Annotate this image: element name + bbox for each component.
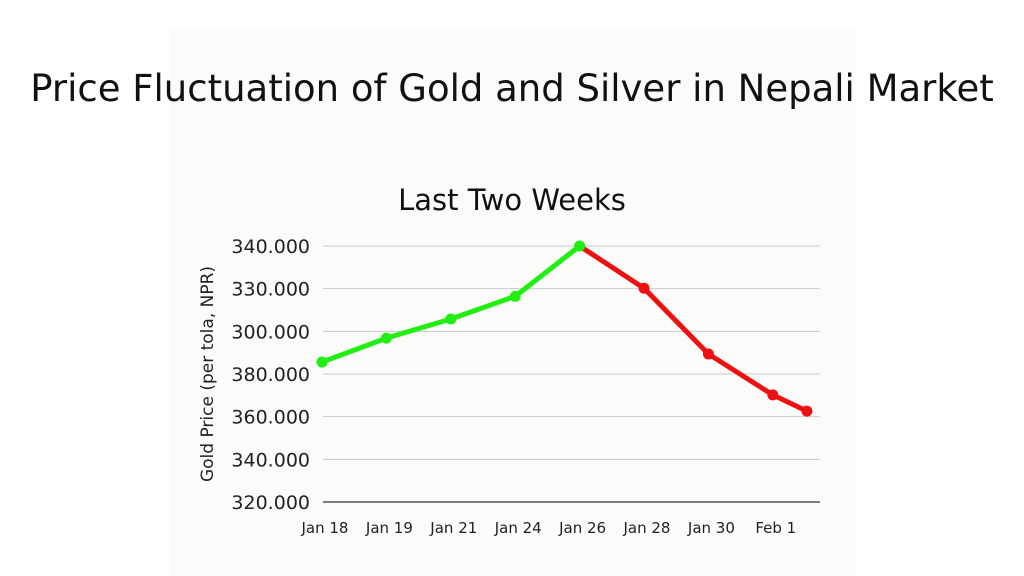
data-point bbox=[638, 282, 650, 294]
x-tick-label: Jan 28 bbox=[623, 519, 671, 537]
data-point bbox=[801, 405, 813, 417]
x-tick-label: Feb 1 bbox=[755, 519, 796, 537]
x-tick-label: Jan 24 bbox=[494, 519, 542, 537]
y-tick-label: 340.000 bbox=[231, 449, 310, 471]
y-tick-label: 320.000 bbox=[231, 492, 310, 514]
data-point bbox=[509, 290, 521, 302]
x-tick-label: Jan 19 bbox=[365, 519, 413, 537]
y-tick-label: 360.000 bbox=[231, 407, 310, 429]
series-line-falling bbox=[577, 243, 810, 414]
y-tick-label: 340.000 bbox=[231, 236, 310, 258]
chart-background bbox=[170, 28, 855, 576]
data-point bbox=[767, 389, 779, 401]
series-line-rising bbox=[319, 243, 583, 365]
x-tick-label: Jan 30 bbox=[687, 519, 735, 537]
data-point bbox=[380, 332, 392, 344]
x-tick-label: Jan 18 bbox=[301, 519, 349, 537]
y-tick-label: 330.000 bbox=[231, 279, 310, 301]
y-tick-label: 380.000 bbox=[231, 364, 310, 386]
chart-subtitle: Last Two Weeks bbox=[398, 183, 626, 217]
data-point bbox=[702, 348, 714, 360]
y-tick-label: 300.000 bbox=[231, 321, 310, 343]
y-axis-label: Gold Price (per tola, NPR) bbox=[198, 266, 218, 482]
data-point bbox=[574, 240, 586, 252]
x-tick-label: Jan 21 bbox=[429, 519, 477, 537]
x-tick-label: Jan 26 bbox=[558, 519, 606, 537]
data-point bbox=[445, 313, 457, 325]
chart-title: Price Fluctuation of Gold and Silver in … bbox=[30, 67, 994, 110]
data-point bbox=[316, 356, 328, 368]
